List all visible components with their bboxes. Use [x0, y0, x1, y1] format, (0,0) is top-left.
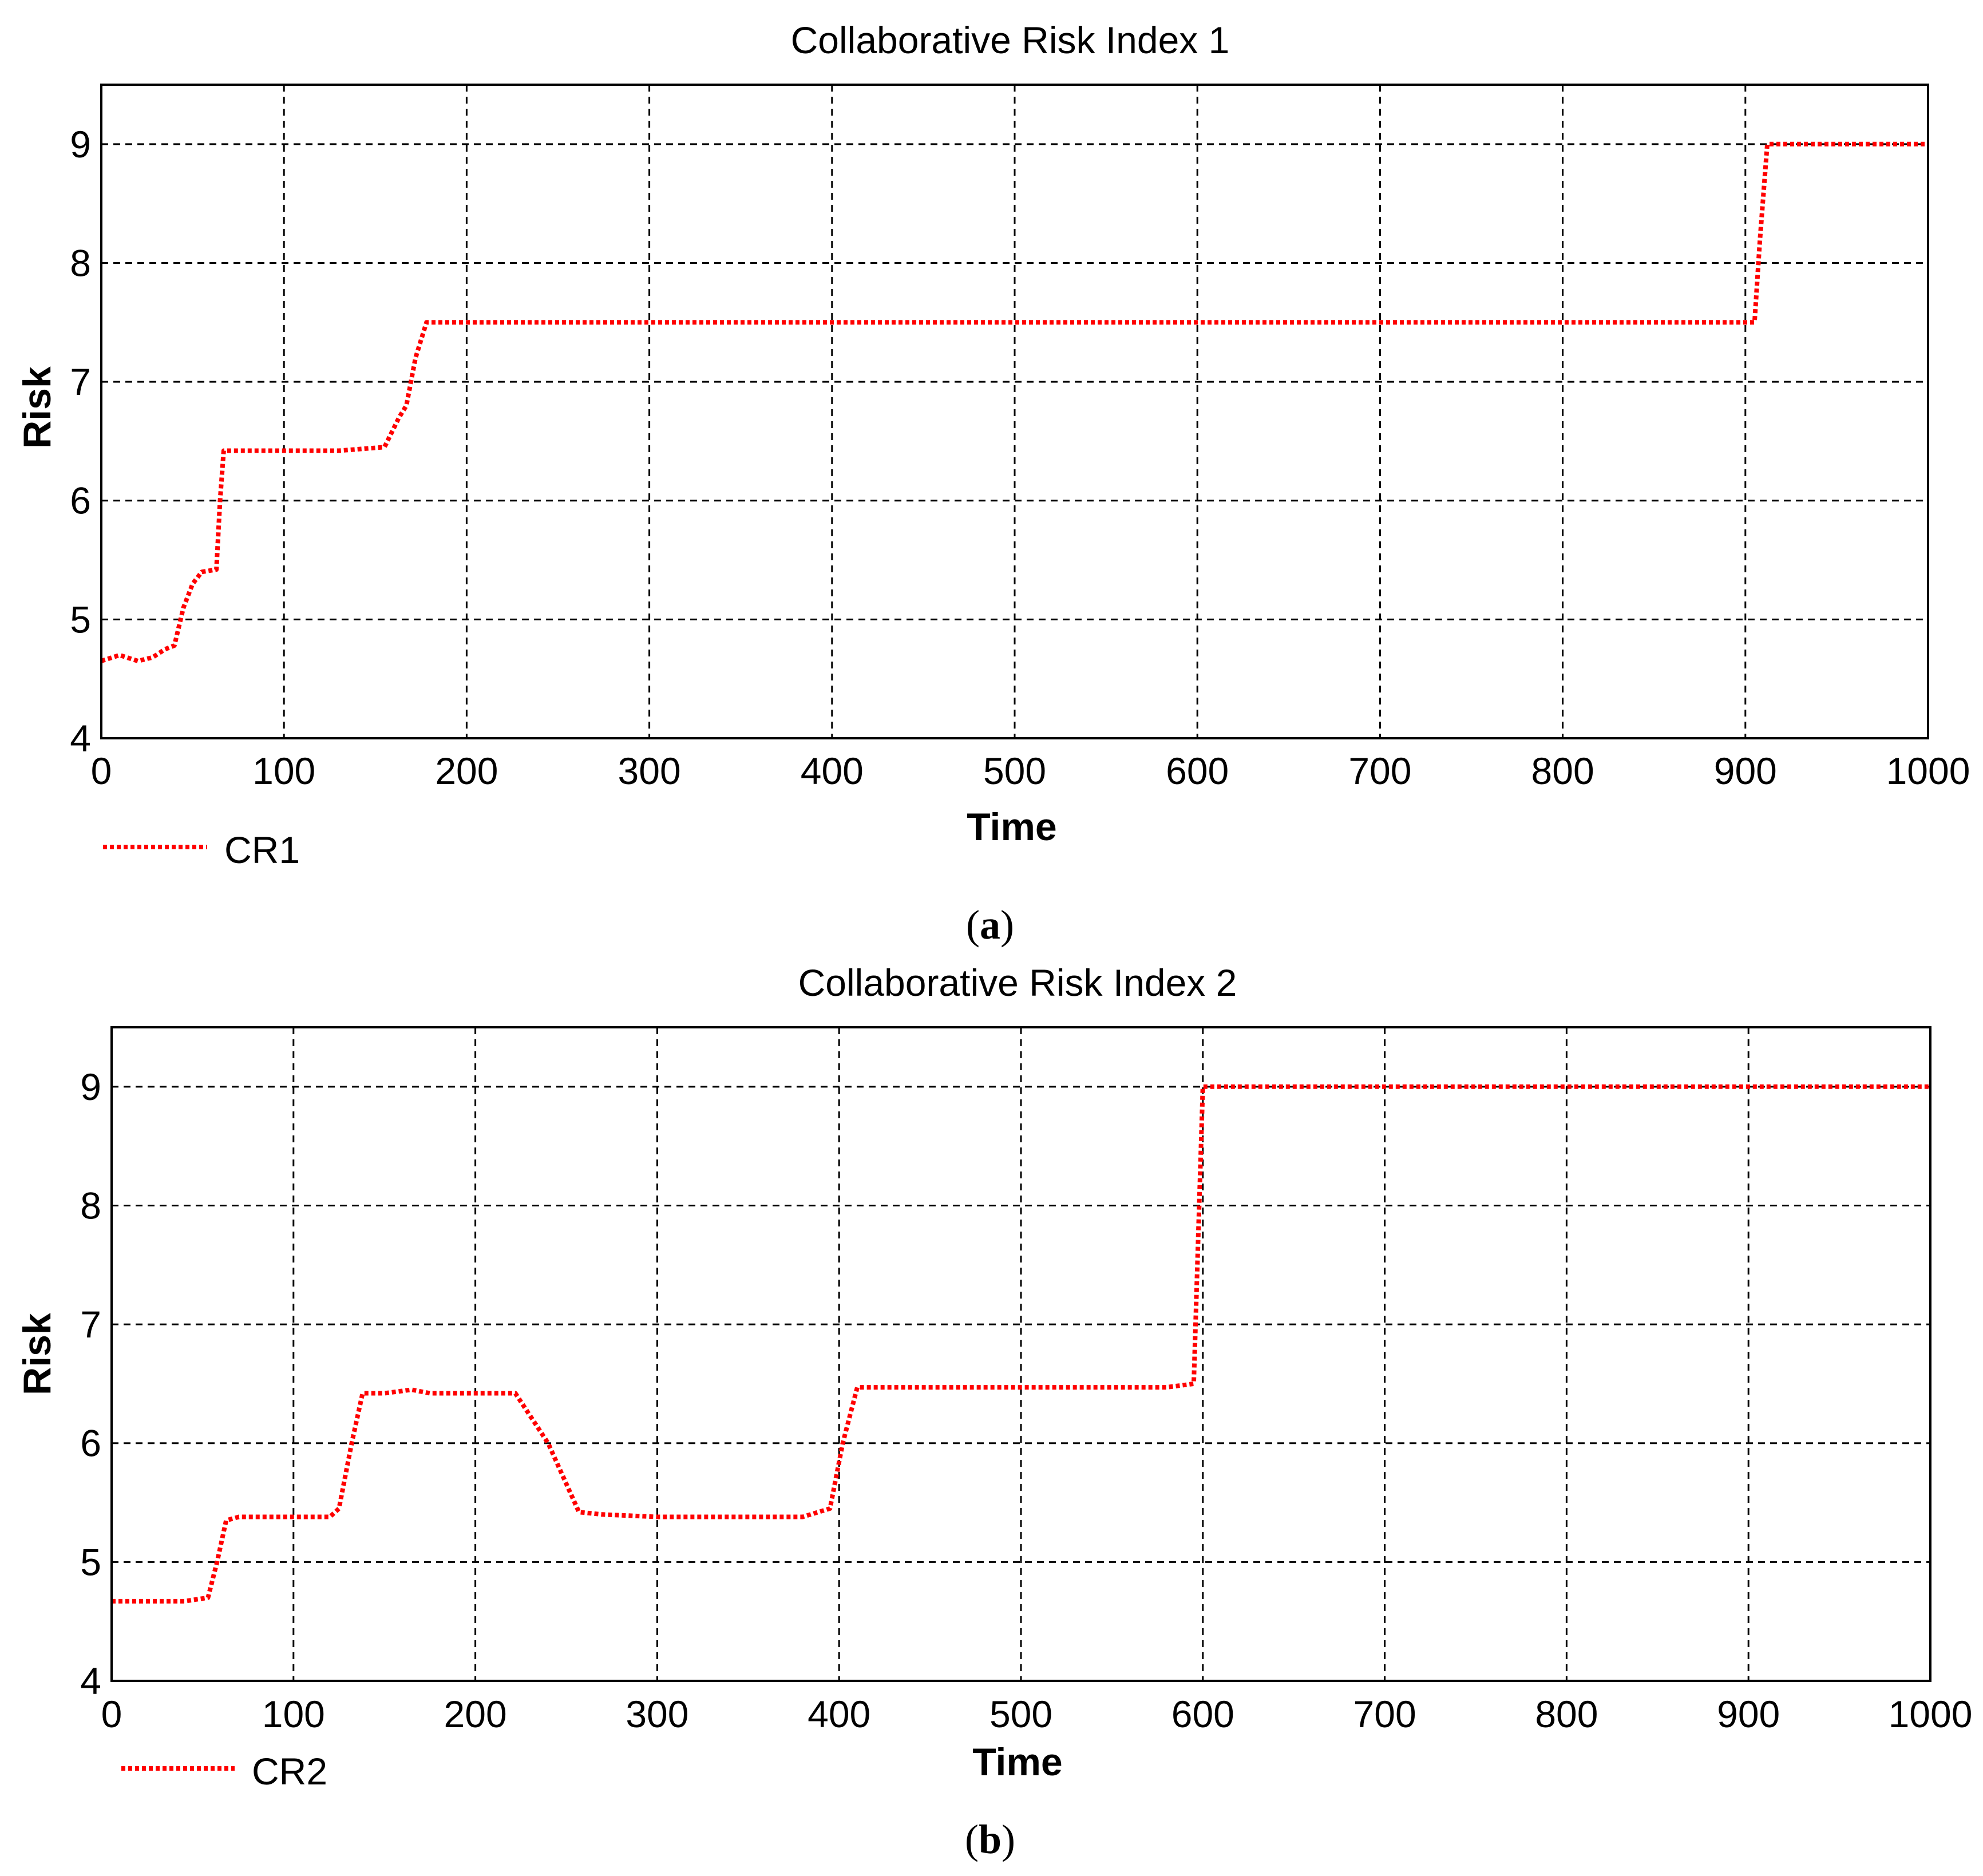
x-tick-label: 1000 — [1889, 1693, 1973, 1735]
x-tick-labels: 0 100 200 300 400 500 600 700 800 900 1000 — [101, 1693, 1973, 1735]
x-tick-label: 200 — [444, 1693, 507, 1735]
legend-label: CR1 — [224, 829, 300, 871]
y-tick-label: 6 — [70, 480, 91, 522]
chart-title: Collaborative Risk Index 2 — [798, 961, 1237, 1004]
x-tick-label: 600 — [1166, 750, 1229, 792]
x-tick-label: 400 — [808, 1693, 870, 1735]
series-layer — [112, 1084, 1930, 1604]
x-tick-label: 800 — [1535, 1693, 1598, 1735]
series-line-cr2 — [112, 1084, 1930, 1604]
x-tick-label: 1000 — [1886, 750, 1970, 792]
x-tick-label: 800 — [1531, 750, 1594, 792]
y-tick-labels: 4 5 6 7 8 9 — [70, 123, 91, 759]
x-tick-label: 600 — [1171, 1693, 1234, 1735]
x-axis-label: Time — [967, 805, 1056, 849]
grid — [101, 85, 1928, 738]
y-tick-label: 9 — [80, 1066, 101, 1108]
grid — [112, 1027, 1930, 1681]
x-tick-label: 700 — [1353, 1693, 1416, 1735]
x-tick-label: 700 — [1348, 750, 1411, 792]
y-axis-label: Risk — [15, 1313, 59, 1395]
x-tick-label: 500 — [989, 1693, 1052, 1735]
y-tick-labels: 4 5 6 7 8 9 — [80, 1066, 101, 1702]
y-tick-label: 8 — [70, 242, 91, 284]
x-tick-label: 300 — [626, 1693, 688, 1735]
y-tick-label: 4 — [80, 1660, 101, 1702]
y-axis-label: Risk — [15, 366, 59, 449]
x-tick-label: 0 — [91, 750, 112, 792]
y-tick-label: 8 — [80, 1184, 101, 1226]
x-tick-label: 300 — [618, 750, 681, 792]
x-tick-labels: 0 100 200 300 400 500 600 700 800 900 1000 — [91, 750, 1970, 792]
x-tick-label: 0 — [101, 1693, 122, 1735]
caption-letter: b — [979, 1816, 1002, 1862]
y-tick-label: 6 — [80, 1422, 101, 1465]
plot-frame — [110, 1026, 1931, 1682]
series-line-cr1 — [100, 141, 1928, 663]
legend: CR2 — [121, 1750, 327, 1792]
legend: CR1 — [103, 829, 300, 871]
panel-caption: (a) — [966, 902, 1014, 948]
x-tick-label: 200 — [435, 750, 498, 792]
panel-caption: (b) — [965, 1816, 1015, 1862]
y-tick-label: 7 — [80, 1303, 101, 1345]
chart-panel-a: Collaborative Risk Index 1 0 100 200 300 400… — [15, 19, 1970, 948]
x-axis-label: Time — [972, 1740, 1062, 1784]
x-tick-label: 900 — [1714, 750, 1777, 792]
y-tick-label: 5 — [70, 598, 91, 640]
x-tick-label: 500 — [983, 750, 1046, 792]
x-tick-label: 100 — [262, 1693, 325, 1735]
y-tick-label: 4 — [70, 717, 91, 759]
legend-label: CR2 — [252, 1750, 327, 1792]
caption-letter: a — [980, 902, 1000, 948]
y-tick-label: 9 — [70, 123, 91, 165]
y-tick-label: 7 — [70, 361, 91, 403]
x-tick-label: 100 — [252, 750, 315, 792]
chart-panel-b: Collaborative Risk Index 2 0 100 200 300 400… — [15, 961, 1972, 1862]
x-tick-label: 400 — [801, 750, 864, 792]
y-tick-label: 5 — [80, 1541, 101, 1583]
chart-title: Collaborative Risk Index 1 — [791, 19, 1230, 61]
series-layer — [100, 141, 1928, 663]
plot-frame — [100, 84, 1929, 739]
x-tick-label: 900 — [1717, 1693, 1780, 1735]
